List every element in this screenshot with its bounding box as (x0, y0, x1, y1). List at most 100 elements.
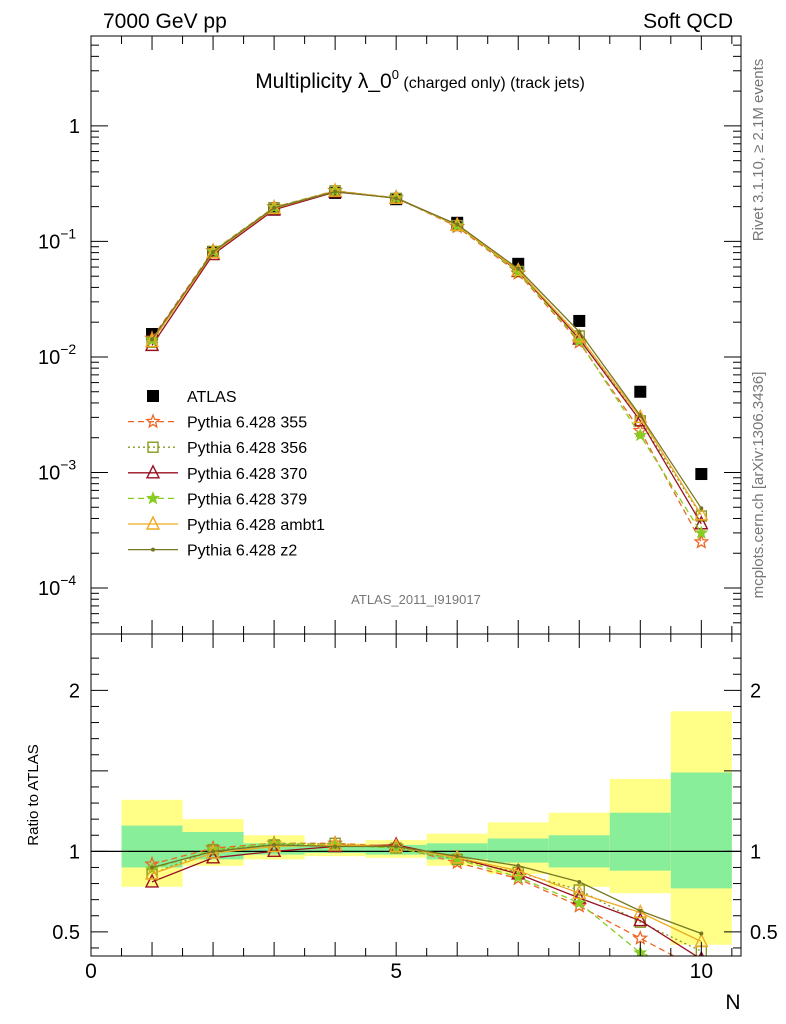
main-data-point (144, 332, 160, 348)
main-data-point (694, 506, 709, 521)
legend-entry: Pythia 6.428 355 (128, 413, 307, 432)
ratio-data-point (511, 862, 526, 877)
legend-label: Pythia 6.428 ambt1 (187, 517, 325, 534)
title-superscript: 0 (392, 67, 399, 82)
main-series-6 (150, 189, 704, 511)
main-data-point (327, 182, 343, 197)
ratio-data-point (577, 879, 582, 884)
main-data-point (455, 222, 460, 227)
title-suffix: (charged only) (track jets) (399, 75, 585, 92)
main-data-point (573, 314, 586, 327)
process-category-label: Soft QCD (643, 10, 733, 33)
ratio-band-stat (121, 825, 183, 868)
legend-marker (145, 515, 161, 530)
main-y-tick-label: 10−4 (38, 572, 76, 600)
ratio-data-point (571, 897, 588, 913)
main-y-tick-label: 1 (69, 116, 80, 138)
ratio-series-line (151, 842, 676, 956)
main-data-point (389, 189, 404, 204)
ratio-y-tick-label-left: 2 (69, 680, 80, 702)
beam-energy-label: 7000 GeV pp (103, 10, 227, 33)
ratio-plot-frame (90, 633, 742, 957)
title-main-text: Multiplicity λ_0 (255, 70, 392, 93)
main-data-point (205, 244, 221, 259)
ratio-series-4 (144, 836, 709, 948)
main-data-point (633, 427, 648, 442)
ratio-data-point (150, 865, 155, 870)
main-data-point (694, 525, 709, 539)
main-data-point (577, 329, 582, 334)
analysis-id-label: ATLAS_2011_I919017 (351, 592, 481, 607)
main-data-point (699, 506, 704, 511)
main-data-point (695, 468, 708, 481)
legend-label: Pythia 6.428 z2 (187, 543, 297, 560)
main-y-tick-label: 10−1 (38, 225, 76, 253)
ratio-band-stat (243, 843, 305, 855)
legend-marker (147, 441, 159, 453)
ratio-data-point (272, 842, 277, 847)
ratio-data-point (394, 844, 399, 849)
main-data-point (633, 408, 648, 424)
ratio-band-stat (670, 772, 732, 889)
mcplots-source-label: mcplots.cern.ch [arXiv:1306.3436] (750, 372, 767, 599)
ratio-data-point (211, 849, 216, 854)
legend-entry: Pythia 6.428 356 (128, 440, 307, 457)
legend-entry: Pythia 6.428 379 (128, 491, 307, 508)
x-tick-label: 10 (690, 960, 713, 983)
main-series-line (151, 190, 702, 543)
main-data-point (634, 385, 647, 398)
x-tick-label: 5 (390, 960, 402, 983)
main-data-point (333, 189, 338, 194)
legend-label: Pythia 6.428 370 (187, 466, 307, 483)
legend-entry: Pythia 6.428 ambt1 (128, 515, 325, 534)
main-series-0 (146, 186, 708, 481)
legend-marker (145, 464, 161, 479)
ratio-data-point (572, 895, 587, 909)
ratio-data-point (572, 884, 587, 899)
ratio-y-tick-label-right: 0.5 (750, 922, 778, 944)
ratio-data-point (144, 865, 160, 880)
ratio-band-stat (609, 812, 671, 871)
x-tick-label: 0 (85, 960, 97, 983)
legend-entry: ATLAS (147, 389, 237, 406)
main-y-tick-label: 10−2 (38, 341, 76, 369)
x-axis-label: N (725, 991, 740, 1014)
main-data-point (211, 250, 216, 255)
ratio-series-line (151, 842, 652, 956)
legend-label: ATLAS (187, 389, 237, 406)
ratio-y-axis-label: Ratio to ATLAS (25, 744, 42, 845)
ratio-data-point (389, 837, 404, 853)
main-plot-title: Multiplicity λ_00 (charged only) (track … (255, 67, 585, 93)
ratio-data-point (205, 849, 221, 864)
legend-marker (145, 413, 161, 429)
main-data-point (516, 266, 521, 271)
main-data-point (150, 337, 155, 342)
main-data-point (394, 196, 399, 201)
ratio-data-point (333, 844, 338, 849)
ratio-data-point (327, 836, 343, 851)
rivet-version-label: Rivet 3.1.10, ≥ 2.1M events (750, 59, 767, 242)
ratio-data-point (699, 931, 704, 936)
ratio-y-tick-label-right: 2 (750, 680, 761, 702)
legend-marker (147, 390, 159, 402)
main-series-4 (145, 183, 709, 539)
legend-marker (146, 491, 160, 505)
ratio-data-point (516, 863, 521, 868)
main-series-line (151, 190, 702, 509)
main-data-point (572, 330, 587, 345)
main-data-point (638, 413, 643, 418)
ratio-data-point (632, 930, 649, 945)
main-panel: Multiplicity λ_00 (charged only) (track … (38, 35, 742, 635)
ratio-band-stat (487, 838, 549, 863)
ratio-series-line (151, 844, 702, 935)
main-y-tick-label: 10−3 (38, 456, 76, 484)
main-data-point (693, 533, 710, 549)
ratio-y-tick-label-left: 0.5 (52, 922, 80, 944)
main-data-point (272, 205, 277, 210)
ratio-data-point (633, 912, 648, 927)
ratio-data-point (266, 842, 282, 858)
legend-label: Pythia 6.428 356 (187, 440, 307, 457)
legend-label: Pythia 6.428 379 (187, 491, 307, 508)
ratio-y-tick-label-left: 1 (69, 841, 80, 863)
